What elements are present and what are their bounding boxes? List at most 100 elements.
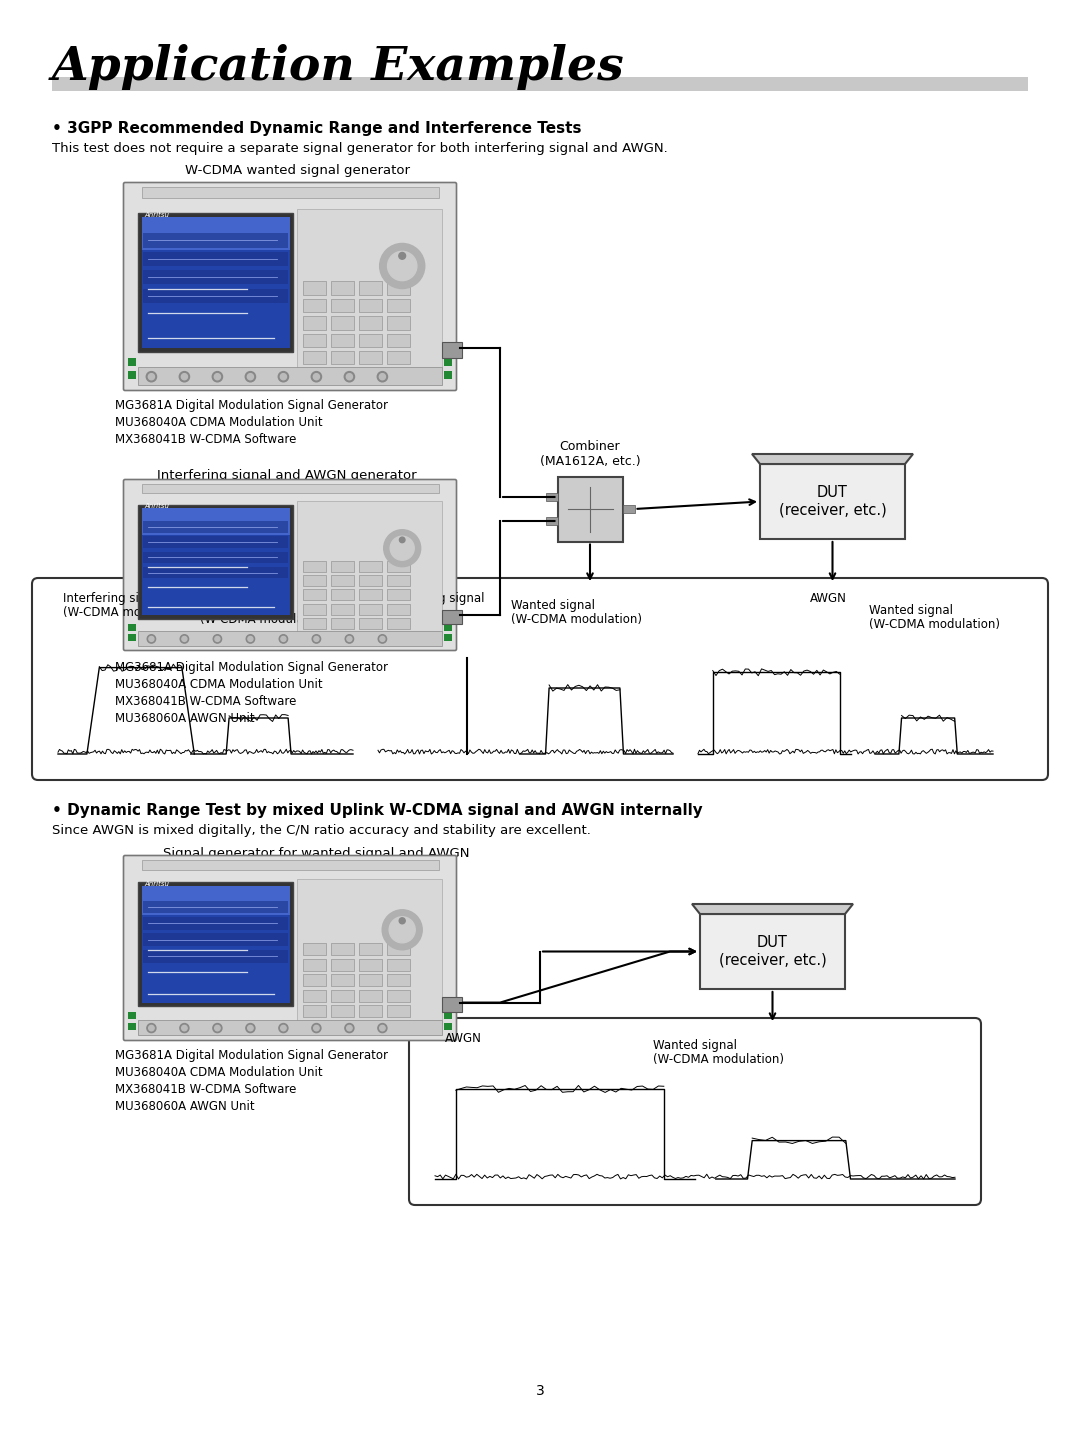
Bar: [360, 974, 382, 986]
Text: MU368060A AWGN Unit: MU368060A AWGN Unit: [114, 712, 255, 725]
Bar: [388, 282, 410, 295]
Bar: [360, 576, 382, 586]
Bar: [360, 603, 382, 614]
Text: Anritsu: Anritsu: [145, 504, 170, 509]
Bar: [144, 901, 288, 914]
Polygon shape: [752, 453, 913, 463]
Bar: [303, 617, 326, 629]
Circle shape: [247, 1026, 253, 1030]
FancyBboxPatch shape: [123, 856, 457, 1040]
Circle shape: [215, 636, 220, 642]
Bar: [360, 590, 382, 600]
Text: AWGN: AWGN: [810, 591, 847, 604]
Circle shape: [146, 371, 157, 381]
Bar: [444, 358, 453, 367]
Text: Interfering signal: Interfering signal: [63, 591, 164, 604]
Circle shape: [246, 1023, 255, 1033]
Bar: [444, 635, 453, 640]
Circle shape: [311, 371, 322, 381]
Circle shape: [181, 636, 187, 642]
Bar: [332, 317, 354, 330]
Bar: [388, 944, 410, 955]
Bar: [444, 1012, 453, 1019]
Circle shape: [346, 635, 353, 643]
Circle shape: [147, 1023, 156, 1033]
Bar: [141, 187, 438, 199]
Bar: [129, 1012, 136, 1019]
Circle shape: [281, 374, 286, 380]
Bar: [129, 1023, 136, 1030]
Circle shape: [380, 1026, 386, 1030]
Text: MG3681A Digital Modulation Signal Generator: MG3681A Digital Modulation Signal Genera…: [114, 1049, 388, 1062]
Bar: [388, 590, 410, 600]
Circle shape: [281, 636, 286, 642]
Bar: [144, 233, 288, 248]
Text: (W-CDMA modulation): (W-CDMA modulation): [511, 613, 642, 626]
Polygon shape: [692, 904, 853, 914]
Bar: [332, 603, 354, 614]
Text: (W-CDMA modulation): (W-CDMA modulation): [63, 606, 194, 619]
Bar: [141, 859, 438, 869]
Text: Anritsu: Anritsu: [145, 881, 170, 888]
Bar: [388, 617, 410, 629]
Bar: [332, 576, 354, 586]
Circle shape: [378, 1023, 387, 1033]
Text: Wanted signal: Wanted signal: [200, 599, 284, 612]
Circle shape: [280, 635, 287, 643]
Circle shape: [213, 1023, 222, 1033]
Circle shape: [147, 635, 156, 643]
Bar: [303, 351, 326, 364]
Text: (W-CDMA modulation): (W-CDMA modulation): [869, 617, 1000, 630]
Text: AWGN: AWGN: [445, 1032, 483, 1045]
Circle shape: [312, 635, 321, 643]
Circle shape: [180, 1023, 189, 1033]
Bar: [388, 351, 410, 364]
Bar: [129, 623, 136, 630]
Bar: [144, 950, 288, 963]
Circle shape: [181, 1026, 187, 1030]
Circle shape: [213, 635, 221, 643]
Bar: [388, 990, 410, 1002]
FancyBboxPatch shape: [123, 183, 457, 390]
Circle shape: [399, 252, 406, 259]
Circle shape: [247, 374, 254, 380]
Circle shape: [245, 371, 256, 381]
Bar: [360, 334, 382, 347]
Bar: [138, 882, 294, 1006]
Bar: [444, 1023, 453, 1030]
Bar: [360, 617, 382, 629]
Bar: [332, 617, 354, 629]
Circle shape: [314, 636, 319, 642]
Bar: [141, 886, 291, 915]
Bar: [144, 521, 288, 532]
Bar: [303, 590, 326, 600]
Circle shape: [246, 635, 255, 643]
Bar: [303, 282, 326, 295]
Circle shape: [390, 537, 415, 560]
Bar: [360, 561, 382, 571]
Bar: [303, 974, 326, 986]
Bar: [303, 334, 326, 347]
Bar: [442, 610, 461, 623]
Circle shape: [380, 636, 384, 642]
Circle shape: [383, 530, 421, 567]
Circle shape: [382, 909, 422, 950]
Bar: [303, 990, 326, 1002]
Text: MG3681A Digital Modulation Signal Generator: MG3681A Digital Modulation Signal Genera…: [114, 661, 388, 673]
Text: MX368041B W-CDMA Software: MX368041B W-CDMA Software: [114, 695, 296, 708]
Bar: [444, 623, 453, 630]
Bar: [138, 505, 294, 619]
Bar: [360, 990, 382, 1002]
Bar: [303, 958, 326, 971]
Bar: [297, 879, 442, 1025]
Circle shape: [149, 1026, 154, 1030]
Bar: [388, 974, 410, 986]
Bar: [388, 958, 410, 971]
Text: Interfering signal and AWGN generator: Interfering signal and AWGN generator: [157, 469, 417, 482]
Bar: [332, 334, 354, 347]
Bar: [129, 371, 136, 378]
Text: MU368040A CDMA Modulation Unit: MU368040A CDMA Modulation Unit: [114, 678, 323, 691]
Bar: [388, 561, 410, 571]
Text: MU368060A AWGN Unit: MU368060A AWGN Unit: [114, 1099, 255, 1112]
Circle shape: [279, 371, 288, 381]
